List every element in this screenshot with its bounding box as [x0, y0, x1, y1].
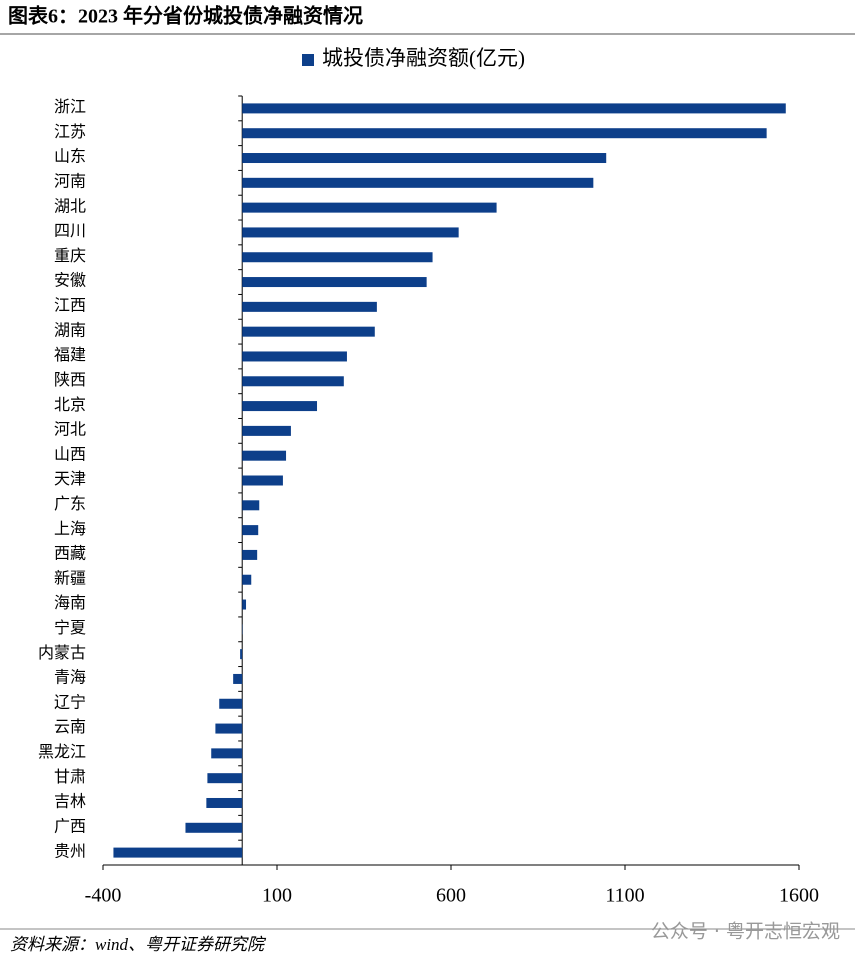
bar — [242, 450, 287, 461]
y-tick-label: 吉林 — [54, 793, 86, 811]
y-tick-label: 甘肃 — [54, 768, 86, 786]
bar — [219, 698, 243, 709]
bar — [215, 723, 243, 734]
bar — [242, 425, 291, 436]
y-tick-label: 四川 — [54, 223, 86, 240]
bar — [207, 773, 243, 784]
bar — [211, 748, 243, 759]
y-tick-label: 云南 — [54, 718, 86, 736]
y-tick-label: 河北 — [54, 421, 86, 439]
y-tick-label: 辽宁 — [54, 693, 86, 711]
y-tick-label: 陕西 — [54, 371, 86, 389]
bar — [242, 128, 767, 139]
bar — [242, 574, 252, 585]
bar — [242, 252, 433, 263]
y-tick-label: 天津 — [54, 470, 86, 488]
y-tick-label: 海南 — [54, 594, 86, 612]
y-tick-label: 江西 — [54, 297, 86, 315]
y-tick-label: 贵州 — [54, 842, 86, 860]
bar — [185, 822, 243, 833]
bar — [113, 847, 243, 858]
legend-swatch — [302, 54, 314, 66]
bar — [206, 797, 243, 808]
bar — [242, 599, 247, 610]
bar — [242, 277, 427, 288]
y-tick-label: 山西 — [54, 445, 86, 463]
bar — [242, 549, 258, 560]
bar — [242, 103, 786, 114]
bar — [242, 475, 283, 486]
y-tick-label: 新疆 — [54, 569, 86, 587]
bar — [242, 177, 594, 188]
y-tick-label: 北京 — [54, 396, 86, 414]
y-tick-label: 西藏 — [54, 545, 86, 563]
y-tick-label: 内蒙古 — [38, 644, 86, 662]
y-tick-label: 重庆 — [54, 247, 86, 265]
source-note: 资料来源：wind、粤开证券研究院 — [10, 935, 267, 954]
bar — [242, 227, 459, 238]
y-tick-label: 上海 — [54, 520, 86, 538]
y-tick-label: 湖南 — [54, 321, 86, 339]
y-tick-label: 湖北 — [54, 197, 86, 215]
y-tick-label: 宁夏 — [54, 619, 86, 637]
y-tick-label: 广东 — [54, 495, 86, 513]
x-tick-label: 600 — [436, 885, 466, 907]
bar — [242, 202, 497, 213]
x-tick-label: 100 — [262, 885, 292, 907]
x-tick-label: -400 — [85, 885, 122, 907]
y-tick-label: 山东 — [54, 148, 86, 166]
y-tick-label: 福建 — [54, 346, 86, 364]
bar — [242, 326, 375, 337]
y-tick-label: 浙江 — [54, 98, 86, 116]
bar — [242, 401, 318, 412]
y-tick-label: 青海 — [54, 669, 86, 687]
y-tick-label: 河南 — [54, 172, 86, 190]
bar — [242, 301, 377, 312]
bar — [233, 673, 243, 684]
legend-label: 城投债净融资额(亿元) — [322, 46, 525, 70]
y-tick-label: 安徽 — [54, 272, 86, 290]
bar — [242, 500, 260, 511]
bar — [242, 376, 344, 387]
x-tick-label: 1100 — [605, 885, 644, 907]
y-tick-label: 广西 — [54, 817, 86, 835]
chart-title: 图表6：2023 年分省份城投债净融资情况 — [8, 4, 363, 28]
y-tick-label: 黑龙江 — [38, 743, 86, 761]
y-tick-label: 江苏 — [54, 123, 86, 141]
bar — [242, 153, 607, 164]
watermark: 公众号 · 粤开志恒宏观 — [651, 921, 840, 943]
x-tick-label: 1600 — [779, 885, 819, 907]
bar — [242, 525, 259, 536]
bar — [242, 351, 347, 362]
bar — [240, 649, 243, 660]
